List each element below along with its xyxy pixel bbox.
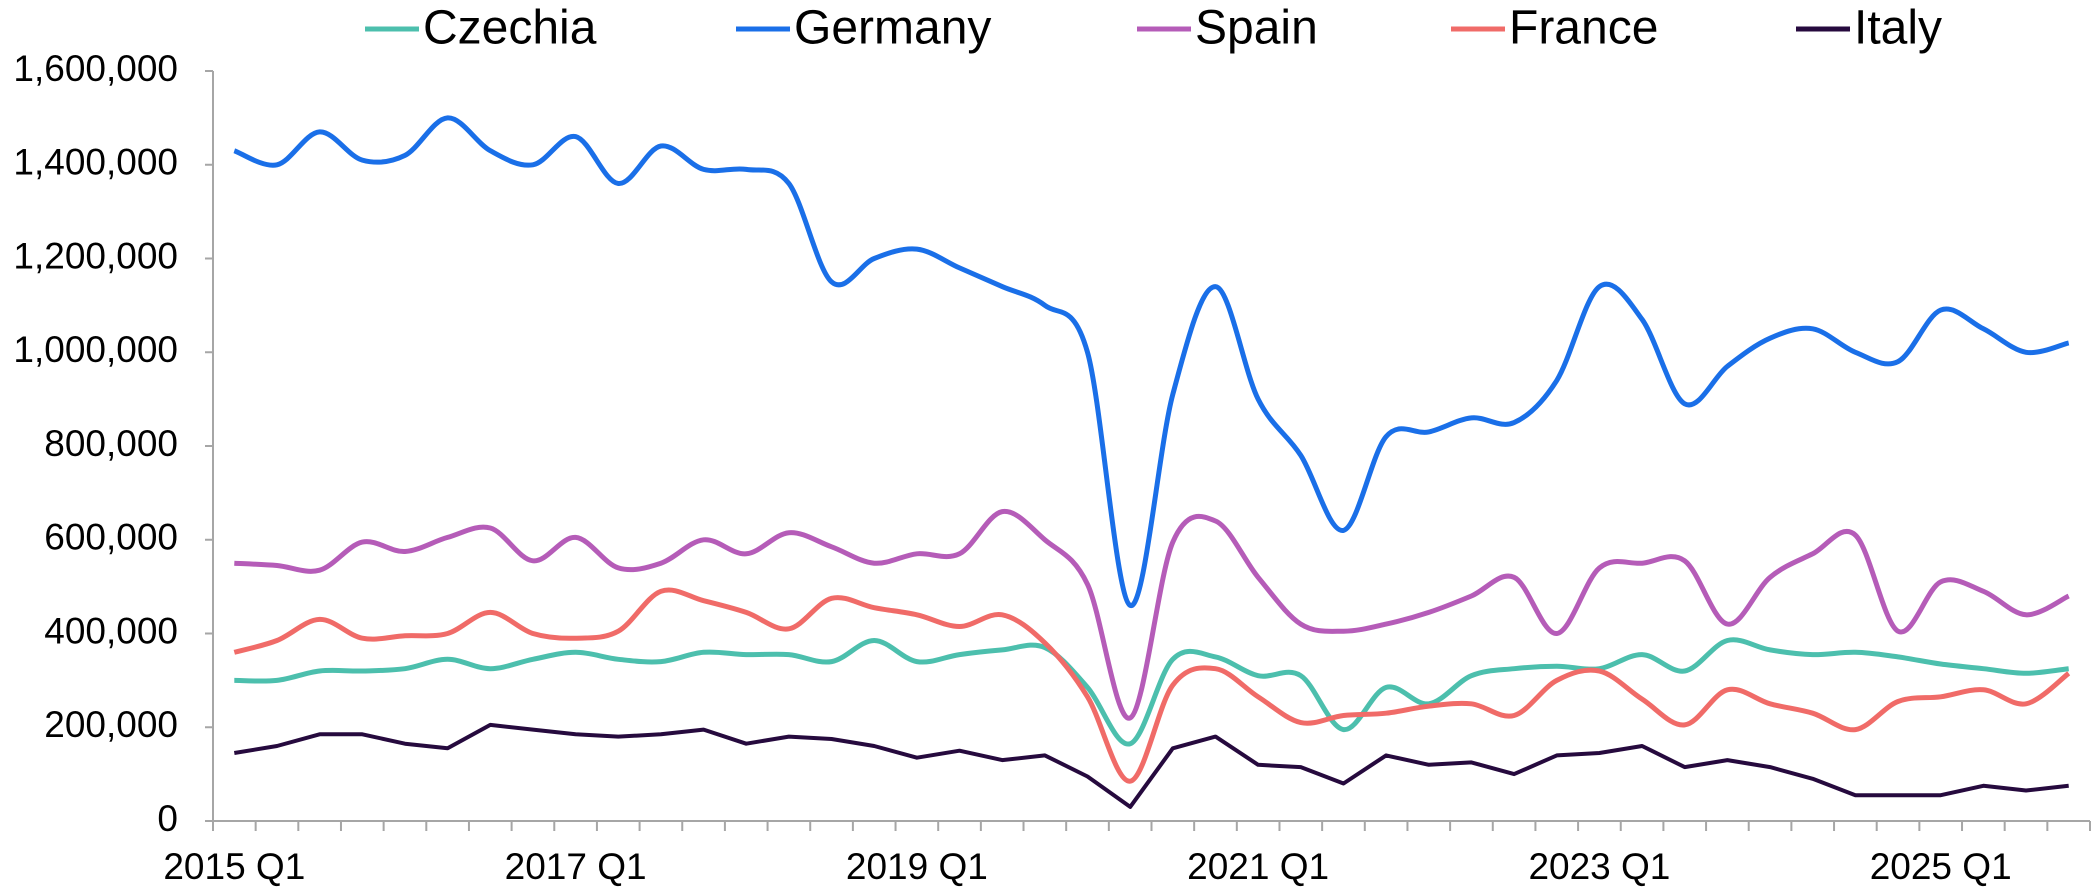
y-tick-label: 400,000 — [44, 610, 178, 651]
x-tick-label: 2021 Q1 — [1187, 846, 1329, 887]
y-tick-label: 1,000,000 — [13, 329, 178, 370]
y-tick-label: 800,000 — [44, 423, 178, 464]
y-tick-label: 1,600,000 — [13, 48, 178, 89]
legend-label: Germany — [794, 2, 991, 55]
x-tick-label: 2017 Q1 — [505, 846, 647, 887]
y-tick-label: 0 — [157, 798, 178, 839]
series-line — [233, 115, 2070, 608]
legend-label: Spain — [1195, 2, 1318, 55]
y-tick-label: 600,000 — [44, 517, 178, 558]
series-line — [233, 722, 2069, 809]
legend-label: France — [1509, 2, 1658, 55]
y-tick-label: 200,000 — [44, 704, 178, 745]
x-tick-label: 2015 Q1 — [163, 846, 305, 887]
y-tick-label: 1,400,000 — [13, 142, 178, 183]
legend-label: Italy — [1854, 2, 1942, 55]
series-line — [234, 509, 2070, 721]
y-tick-label: 1,200,000 — [13, 235, 178, 276]
series-line — [233, 587, 2071, 784]
legend-label: Czechia — [423, 2, 597, 55]
x-tick-label: 2019 Q1 — [846, 846, 988, 887]
x-tick-label: 2023 Q1 — [1528, 846, 1670, 887]
series-line — [234, 637, 2069, 747]
x-tick-label: 2025 Q1 — [1870, 846, 2012, 887]
